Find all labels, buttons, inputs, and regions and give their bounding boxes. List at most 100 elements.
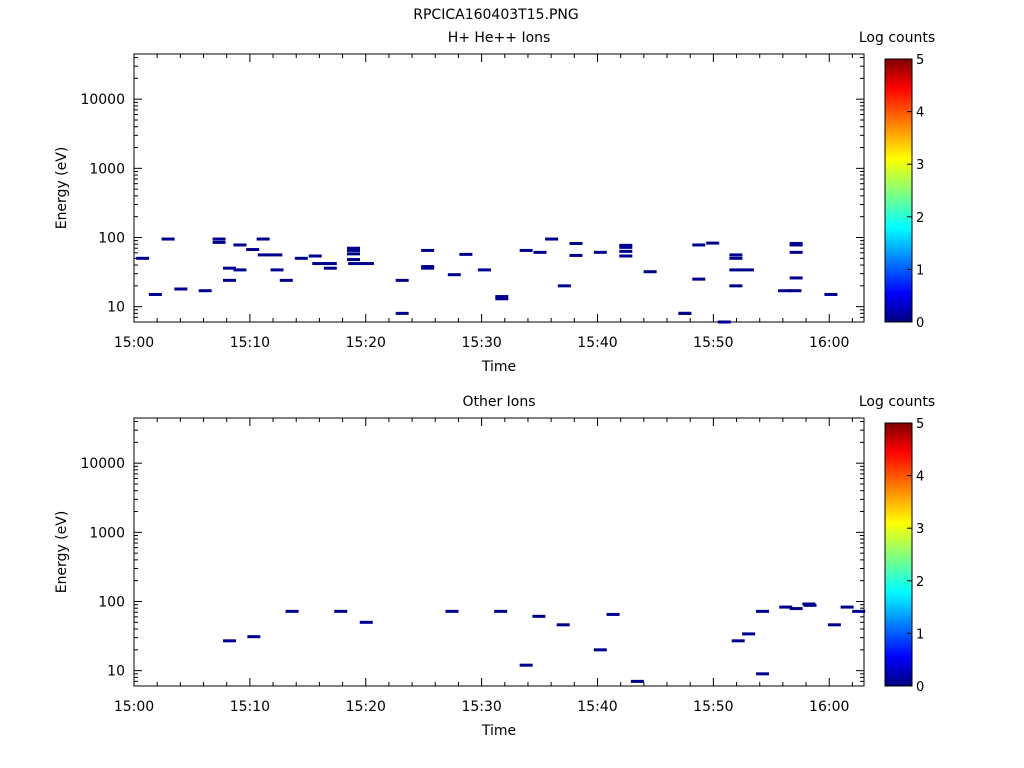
data-point (706, 241, 720, 245)
data-point (447, 273, 461, 277)
colorbar-label: Log counts (859, 394, 935, 410)
x-tick-label: 15:50 (693, 699, 733, 715)
data-point (569, 241, 583, 245)
figure-title: RPCICA160403T15.PNG (413, 7, 578, 23)
data-point (557, 284, 571, 288)
data-point (323, 266, 337, 270)
data-point (593, 648, 607, 652)
data-point (223, 639, 237, 643)
colorbar-tick-label: 5 (916, 53, 924, 68)
data-point (824, 292, 838, 296)
data-point (223, 278, 237, 282)
colorbar-tick-label: 4 (916, 106, 924, 121)
colorbar (884, 58, 913, 323)
data-point (556, 623, 570, 627)
data-point (223, 266, 237, 270)
data-point (545, 237, 559, 241)
plot-frame (133, 53, 865, 323)
data-point (347, 246, 360, 250)
data-point (630, 679, 644, 683)
data-point (421, 266, 435, 270)
colorbar-tick-label: 2 (916, 211, 924, 226)
data-point (789, 607, 803, 611)
y-tick-label: 100 (98, 230, 125, 246)
y-tick-label: 100 (98, 594, 125, 610)
x-tick-label: 15:20 (346, 335, 386, 351)
y-tick-label: 10000 (80, 456, 125, 472)
data-point (729, 268, 743, 272)
data-point (348, 262, 362, 266)
data-point (740, 268, 754, 272)
colorbar-tick-label: 0 (916, 680, 924, 695)
x-tick-label: 15:10 (230, 335, 270, 351)
x-tick-label: 15:40 (577, 335, 617, 351)
data-point (731, 639, 745, 643)
data-point (619, 243, 633, 247)
data-point (161, 237, 175, 241)
data-point (312, 262, 326, 266)
x-tick-label: 16:00 (809, 335, 849, 351)
data-point (789, 243, 803, 247)
data-point (532, 614, 546, 618)
data-point (174, 287, 188, 291)
data-point (347, 248, 360, 252)
data-point (789, 241, 803, 245)
data-point (198, 289, 212, 293)
data-point (136, 256, 150, 260)
data-point (803, 603, 817, 607)
data-point (533, 250, 547, 254)
data-point (789, 276, 803, 280)
x-tick-label: 15:00 (114, 699, 154, 715)
data-point (233, 268, 247, 272)
colorbar-tick-label: 5 (916, 417, 924, 432)
colorbar-tick-label: 3 (916, 522, 924, 537)
data-point (692, 277, 706, 281)
panel-title: H+ He++ Ions (448, 30, 551, 46)
x-tick-label: 16:00 (809, 699, 849, 715)
y-tick-label: 10 (107, 664, 125, 680)
data-point (148, 292, 162, 296)
data-point (756, 672, 770, 676)
data-point (246, 248, 260, 252)
data-point (395, 278, 409, 282)
colorbar-tick-label: 1 (916, 263, 924, 278)
panel-other-ions: Other Ions 15:00 15:10 15:20 15:30 15:40 15:50… (54, 394, 935, 739)
data-point (421, 248, 435, 252)
data-point (347, 258, 360, 262)
y-tick-label: 1000 (89, 161, 125, 177)
data-point (778, 289, 792, 293)
data-point (494, 609, 508, 613)
data-point (421, 265, 435, 269)
data-point (257, 253, 271, 257)
data-point (852, 609, 866, 613)
data-point (294, 256, 308, 260)
y-axis-label: Energy (eV) (54, 511, 70, 594)
data-point (212, 237, 226, 241)
colorbar-label: Log counts (859, 30, 935, 46)
data-point (347, 252, 360, 256)
data-point (323, 262, 337, 266)
data-point (788, 289, 802, 293)
x-tick-label: 15:10 (230, 699, 270, 715)
colorbar-tick-label: 4 (916, 470, 924, 485)
data-point (593, 250, 607, 254)
data-point (308, 254, 322, 258)
data-point (742, 632, 756, 636)
data-point (729, 284, 743, 288)
x-tick-label: 15:30 (461, 335, 501, 351)
y-tick-label: 10 (107, 300, 125, 316)
data-point (729, 253, 743, 257)
data-point (519, 663, 533, 667)
data-point (619, 245, 633, 249)
data-point (692, 243, 706, 247)
data-point (270, 268, 284, 272)
data-point (779, 605, 793, 609)
colorbar-tick-label: 2 (916, 575, 924, 590)
y-tick-label: 10000 (80, 92, 125, 108)
data-point (247, 635, 261, 639)
data-point (495, 297, 509, 301)
data-point (827, 623, 841, 627)
data-point (619, 254, 633, 258)
x-tick-label: 15:20 (346, 699, 386, 715)
